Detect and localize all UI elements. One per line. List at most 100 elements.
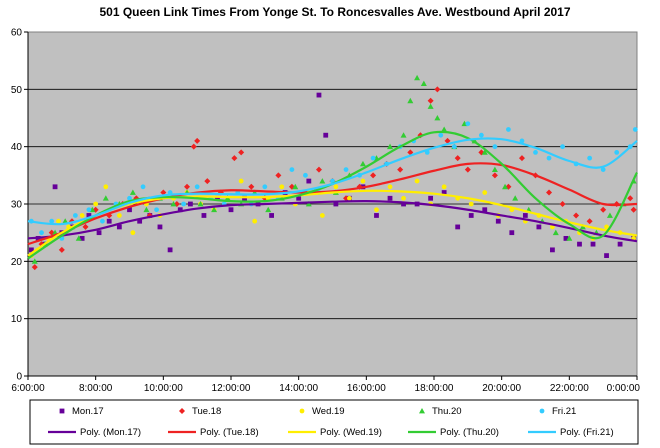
x-tick-label: 6:00:00 — [11, 383, 45, 394]
data-point — [428, 195, 434, 201]
data-point — [319, 213, 325, 218]
data-point — [481, 149, 488, 155]
y-tick-label: 10 — [11, 314, 23, 325]
data-point — [52, 184, 58, 190]
data-point — [600, 167, 606, 173]
data-point — [492, 144, 498, 150]
data-point — [491, 166, 498, 172]
data-point — [262, 184, 268, 190]
data-point — [387, 195, 393, 201]
data-point — [82, 223, 89, 230]
data-point — [606, 212, 613, 218]
data-point — [397, 166, 404, 173]
data-point — [116, 224, 122, 230]
legend-marker — [419, 408, 425, 414]
data-point — [577, 241, 582, 247]
data-point — [31, 258, 38, 264]
data-point — [401, 195, 406, 201]
y-tick-label: 60 — [11, 28, 23, 39]
data-point — [414, 74, 421, 81]
legend-label: Wed.19 — [312, 406, 345, 417]
data-point — [627, 195, 634, 202]
data-point — [31, 264, 38, 271]
legend-marker — [59, 408, 65, 414]
data-point — [56, 218, 61, 224]
data-point — [550, 247, 555, 253]
data-point — [194, 184, 200, 190]
y-tick-label: 0 — [16, 372, 22, 383]
data-point — [560, 144, 565, 150]
data-point — [444, 137, 451, 144]
data-point — [160, 189, 167, 196]
data-point — [441, 126, 448, 132]
data-point — [143, 206, 150, 213]
data-point — [58, 246, 65, 253]
data-point — [106, 218, 112, 224]
legend-label: Thu.20 — [432, 406, 462, 417]
data-point — [482, 207, 488, 213]
data-point — [359, 160, 366, 167]
data-point — [407, 97, 414, 104]
data-point — [546, 155, 552, 161]
data-point — [441, 190, 447, 195]
data-point — [370, 155, 376, 161]
data-point — [478, 132, 484, 138]
data-point — [86, 207, 92, 213]
data-point — [533, 150, 538, 155]
data-point — [319, 178, 326, 184]
data-point — [39, 230, 44, 236]
data-point — [546, 189, 553, 196]
data-point — [438, 132, 444, 138]
x-tick-label: 10:00:00 — [144, 383, 183, 394]
data-point — [374, 213, 379, 218]
data-point — [400, 132, 407, 138]
data-point — [323, 132, 329, 138]
data-point — [495, 218, 501, 224]
data-point — [72, 213, 78, 218]
data-point — [127, 195, 132, 201]
x-tick-label: 8:00:00 — [79, 383, 113, 394]
data-point — [167, 247, 173, 253]
data-point — [305, 201, 312, 207]
data-point — [181, 201, 187, 207]
data-point — [552, 229, 559, 236]
x-axis: 6:00:00 8:00:00 10:00:00 12:00:00 14:00:00 16… — [11, 375, 640, 394]
data-point — [197, 201, 204, 207]
y-tick-label: 30 — [11, 200, 23, 211]
legend-marker — [539, 408, 545, 414]
data-point — [238, 149, 245, 156]
data-point — [49, 218, 55, 224]
data-point — [315, 166, 322, 173]
data-point — [518, 155, 525, 162]
data-point — [333, 184, 339, 190]
data-point — [265, 206, 272, 213]
chart-title: 501 Queen Link Times From Yonge St. To R… — [99, 5, 570, 19]
legend-label: Fri.21 — [552, 406, 576, 417]
data-point — [296, 195, 302, 201]
legend: Mon.17 Poly. (Mon.17) Tue.18 Poly. (Tue.18)… — [48, 406, 614, 438]
data-point — [454, 155, 461, 162]
data-point — [420, 80, 427, 86]
legend-label: Tue.18 — [192, 406, 221, 417]
data-point — [190, 143, 197, 150]
data-point — [604, 253, 609, 258]
data-point — [617, 241, 623, 247]
data-point — [441, 184, 447, 190]
data-point — [292, 183, 299, 190]
data-point — [579, 223, 586, 230]
data-point — [129, 189, 136, 195]
data-point — [347, 195, 352, 201]
data-point — [188, 201, 193, 207]
data-point — [563, 236, 569, 241]
data-point — [491, 172, 498, 179]
data-point — [306, 178, 312, 184]
x-tick-label: 22:00:00 — [550, 383, 589, 394]
data-point — [614, 150, 620, 155]
data-point — [387, 143, 394, 150]
data-point — [127, 207, 132, 213]
data-point — [370, 172, 377, 179]
data-point — [231, 155, 238, 162]
trend-line-5 — [27, 137, 638, 226]
data-point — [566, 235, 573, 241]
